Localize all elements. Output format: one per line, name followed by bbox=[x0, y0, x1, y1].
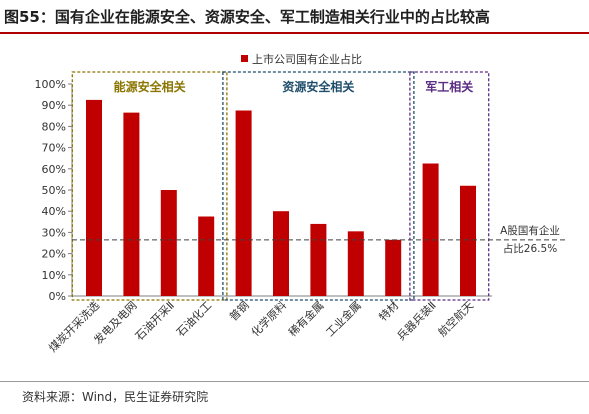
title-divider bbox=[0, 32, 589, 34]
bar bbox=[198, 216, 215, 296]
x-tick-label: 兵器兵装Ⅱ bbox=[395, 299, 439, 343]
x-tick-label: 煤炭开采洗选 bbox=[46, 299, 102, 355]
x-tick-label: 化学原料 bbox=[248, 298, 289, 339]
group-label: 军工相关 bbox=[425, 79, 473, 94]
group-box bbox=[409, 71, 490, 301]
x-tick-label: 石油化工 bbox=[173, 298, 214, 339]
y-tick-label: 20% bbox=[42, 248, 66, 261]
x-tick-label: 普钢 bbox=[226, 298, 251, 323]
x-tick-label: 稀有金属 bbox=[286, 298, 327, 339]
x-tick-label: 特材 bbox=[376, 298, 401, 323]
bar bbox=[347, 231, 364, 296]
bar bbox=[385, 239, 402, 296]
group-box bbox=[222, 71, 415, 301]
bar bbox=[86, 99, 102, 297]
y-tick-label: 90% bbox=[42, 99, 66, 112]
y-tick-label: 40% bbox=[42, 205, 66, 218]
footer-divider bbox=[0, 381, 589, 382]
y-tick-label: 80% bbox=[42, 120, 66, 133]
bar bbox=[160, 190, 177, 296]
y-tick-label: 10% bbox=[42, 269, 66, 282]
bar bbox=[310, 223, 327, 296]
bar bbox=[273, 211, 289, 296]
reference-label-line1: A股国有企业 bbox=[500, 224, 560, 237]
source-note: 资料来源：Wind，民生证券研究院 bbox=[22, 390, 209, 404]
y-tick-label: 60% bbox=[42, 163, 66, 176]
x-tick-label: 石油开采Ⅱ bbox=[132, 298, 177, 343]
group-label: 能源安全相关 bbox=[114, 79, 186, 94]
x-tick-label: 航空航天 bbox=[435, 298, 476, 339]
y-tick-label: 30% bbox=[42, 226, 66, 239]
legend-swatch bbox=[241, 55, 248, 62]
y-tick-label: 0% bbox=[49, 290, 66, 303]
y-tick-label: 50% bbox=[42, 184, 66, 197]
bar bbox=[460, 185, 476, 296]
x-tick-label: 工业金属 bbox=[323, 298, 364, 339]
y-tick-label: 100% bbox=[35, 78, 66, 91]
bar bbox=[422, 163, 439, 296]
group-box bbox=[71, 71, 228, 301]
legend-label: 上市公司国有企业占比 bbox=[252, 52, 362, 66]
reference-label-line2: 占比26.5% bbox=[503, 242, 557, 255]
figure-title: 图55：国有企业在能源安全、资源安全、军工制造相关行业中的占比较高 bbox=[4, 8, 490, 26]
bar bbox=[123, 112, 140, 297]
y-tick-label: 70% bbox=[42, 142, 66, 155]
group-label: 资源安全相关 bbox=[282, 79, 354, 94]
bar bbox=[235, 110, 252, 296]
